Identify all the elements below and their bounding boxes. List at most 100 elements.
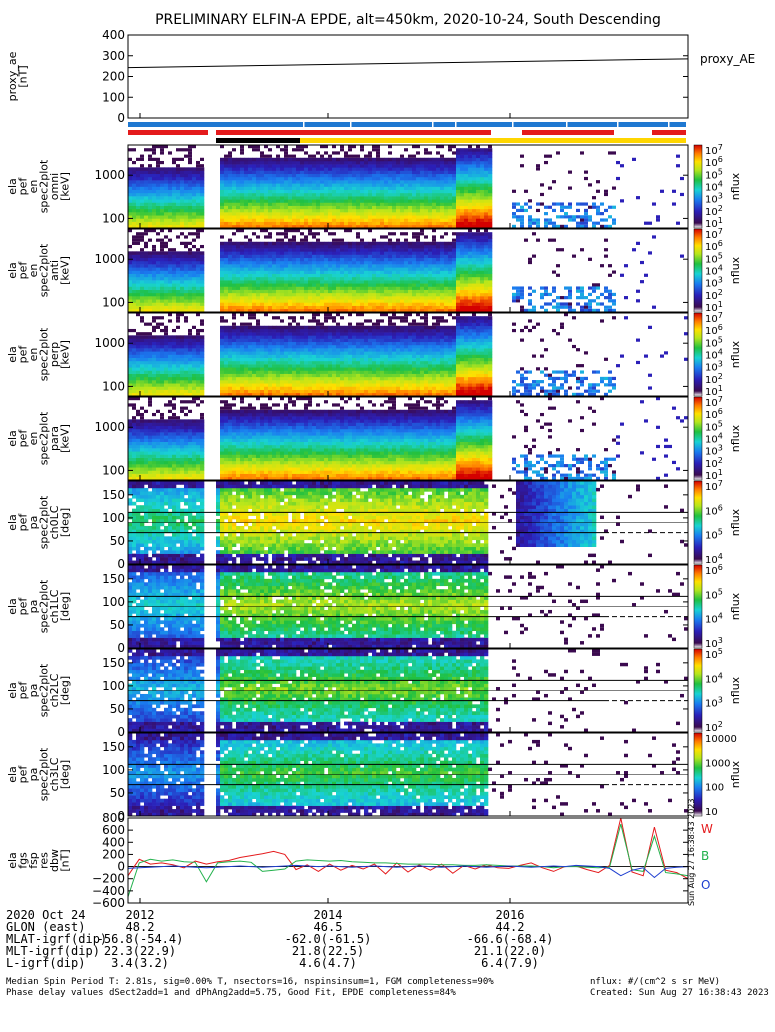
spectrogram-cell [188,242,192,245]
spectrogram-cell [160,196,164,199]
spectrogram-cell [472,277,476,280]
spectrogram-cell [168,345,172,348]
spectrogram-cell [140,264,144,267]
spectrogram-cell [372,293,376,296]
spectrogram-cell [156,342,160,345]
spectrogram-cell [220,222,224,225]
spectrogram-cell [396,183,400,186]
spectrogram-cell [468,290,472,293]
spectrogram-cell [192,358,196,361]
spectrogram-cell [168,367,172,370]
spectrogram-cell [332,222,336,225]
spectrogram-cell [160,187,164,190]
spectrogram-cell [232,232,236,235]
spectrogram-cell [420,271,424,274]
spectrogram-cell [156,323,160,326]
spectrogram-cell [176,299,180,302]
spectrogram-cell [248,251,252,254]
spectrogram-cell [172,264,176,267]
spectrogram-cell [364,158,368,161]
spectrogram-cell [272,174,276,177]
spectrogram-cell [244,355,248,358]
spectrogram-cell [300,158,304,161]
spectrogram-cell [276,261,280,264]
spectrogram-cell [408,187,412,190]
spectrogram-cell [152,193,156,196]
spectrogram-cell [548,293,552,296]
spectrogram-cell [396,245,400,248]
spectrogram-cell [356,235,360,238]
spectrogram-cell [460,239,464,242]
spectrogram-cell [456,293,460,296]
spectrogram-cell [252,293,256,296]
spectrogram-cell [452,306,456,309]
spectrogram-cell [440,306,444,309]
spectrogram-cell [432,283,436,286]
spectrogram-cell [308,299,312,302]
spectrogram-cell [392,190,396,193]
spectrogram-cell [396,271,400,274]
spectrogram-cell [268,302,272,305]
spectrogram-cell [444,299,448,302]
spectrogram-cell [620,274,624,277]
spectrogram-cell [388,215,392,218]
spectrogram-cell [244,180,248,183]
spectrogram-cell [364,177,368,180]
spectrogram-cell [244,206,248,209]
spectrogram-cell [220,255,224,258]
spectrogram-cell [184,339,188,342]
spectrogram-cell [140,174,144,177]
spectrogram-cell [544,293,548,296]
spectrogram-cell [168,319,172,322]
spectrogram-cell [164,280,168,283]
spectrogram-cell [156,345,160,348]
spectrogram-cell [436,283,440,286]
spectrogram-cell [180,374,184,377]
spectrogram-cell [168,180,172,183]
spectrogram-cell [384,183,388,186]
spectrogram-cell [368,222,372,225]
spectrogram-cell [476,193,480,196]
spectrogram-cell [188,212,192,215]
spectrogram-cell [220,209,224,212]
spectrogram-cell [444,242,448,245]
spectrogram-cell [392,293,396,296]
spectrogram-cell [240,323,244,326]
spectrogram-cell [152,196,156,199]
spectrogram-cell [320,158,324,161]
spectrogram-cell [424,190,428,193]
spectrogram-cell [376,255,380,258]
spectrogram-cell [472,302,476,305]
spectrogram-cell [392,290,396,293]
spectrogram-cell [440,174,444,177]
spectrogram-cell [176,215,180,218]
spectrogram-cell [248,242,252,245]
spectrogram-cell [472,258,476,261]
spectrogram-cell [196,264,200,267]
spectrogram-cell [148,280,152,283]
spectrogram-cell [452,187,456,190]
spectrogram-cell [308,167,312,170]
spectrogram-cell [284,248,288,251]
spectrogram-cell [448,190,452,193]
spectrogram-cell [188,383,192,386]
spectrogram-cell [172,306,176,309]
spectrogram-cell [476,264,480,267]
spectrogram-cell [328,277,332,280]
spectrogram-cell [472,264,476,267]
spectrogram-cell [128,171,132,174]
spectrogram-cell [488,286,492,289]
spectrogram-cell [160,242,164,245]
spectrogram-cell [236,370,240,373]
spectrogram-cell [460,158,464,161]
spectrogram-cell [264,248,268,251]
spectrogram-cell [436,161,440,164]
spectrogram-cell [156,209,160,212]
spectrogram-cell [336,151,340,154]
spectrogram-cell [336,199,340,202]
spectrogram-cell [152,390,156,393]
spectrogram-cell [388,264,392,267]
spectrogram-cell [296,280,300,283]
spectrogram-cell [236,299,240,302]
spectrogram-cell [264,190,268,193]
